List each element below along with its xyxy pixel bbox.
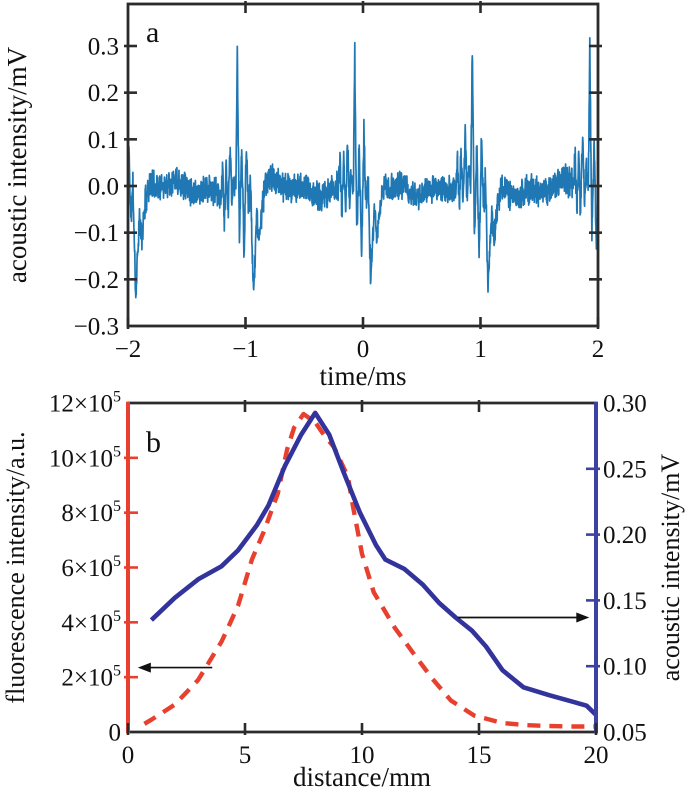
- panel-b-x-tick-label: 20: [584, 742, 609, 769]
- panel-a-x-tick-label: 1: [474, 336, 487, 363]
- panel-a-ylabel: acoustic intensity/mV: [2, 46, 32, 283]
- panel-b-right-tick-label: 0.30: [603, 391, 647, 418]
- panel-b-xlabel: distance/mm: [293, 762, 431, 790]
- panel-a-y-tick-label: −0.1: [74, 220, 119, 247]
- panel-a-y-tick-label: 0.0: [88, 174, 119, 201]
- panel-b-left-tick-label: 4×105: [61, 608, 121, 637]
- panel-b-left-tick-label: 10×105: [49, 443, 121, 472]
- panel-b-letter: b: [146, 426, 161, 459]
- panel-b-left-ylabel: fluorescence intensity/a.u.: [1, 431, 30, 703]
- panel-b-chart: 0 5 10 15 20 0 2×105 4×105 6×105 8×105 10×105 12×10…: [1, 390, 685, 790]
- panel-b-left-tick-label: 8×105: [61, 498, 121, 527]
- panel-b-left-tick-label: 2×105: [61, 663, 121, 692]
- panel-b-x-tick-label: 10: [350, 742, 375, 769]
- panel-a-x-tick-label: −2: [115, 336, 142, 363]
- panel-a-x-tick-label: 0: [357, 336, 370, 363]
- panel-b-right-tick-label: 0.25: [603, 456, 647, 483]
- panel-a-chart: −2 −1 0 1 2 0.3 0.2 0.1 0.0 −0.1 −0.2 −0.3 time/ms ac…: [2, 1, 605, 390]
- panel-b-right-tick-label: 0.05: [603, 720, 647, 747]
- panel-b-x-tick-label: 0: [122, 742, 135, 769]
- panel-b-right-tick-label: 0.15: [603, 588, 647, 615]
- panel-a-x-tick-label: −1: [232, 336, 259, 363]
- panel-a-y-tick-label: 0.1: [88, 127, 119, 154]
- right-axis-arrow-head: [576, 612, 590, 623]
- panel-b-left-tick-label: 6×105: [61, 553, 121, 582]
- panel-a-y-tick-label: −0.2: [74, 267, 119, 294]
- panel-b-left-tick-label: 12×105: [49, 390, 121, 418]
- panel-b-left-tick-label: 0: [109, 720, 122, 747]
- panel-b-right-ylabel: acoustic intensity/mV: [656, 454, 685, 682]
- acoustic-curve: [149, 410, 598, 717]
- panel-a-letter: a: [146, 16, 159, 49]
- panel-a-xlabel: time/ms: [320, 361, 407, 390]
- left-axis-arrow-head: [137, 662, 151, 673]
- panel-a-x-tick-label: 2: [592, 336, 605, 363]
- panel-b-right-tick-label: 0.20: [603, 522, 647, 549]
- panel-b-right-tick-label: 0.10: [603, 654, 647, 681]
- panel-b-x-tick-label: 15: [467, 742, 492, 769]
- panel-b-x-tick-label: 5: [239, 742, 252, 769]
- panel-a-y-tick-label: −0.3: [74, 314, 119, 341]
- acoustic-waveform-line: [127, 36, 599, 299]
- panel-a-y-tick-label: 0.2: [88, 80, 119, 107]
- panel-a-y-tick-label: 0.3: [88, 34, 119, 61]
